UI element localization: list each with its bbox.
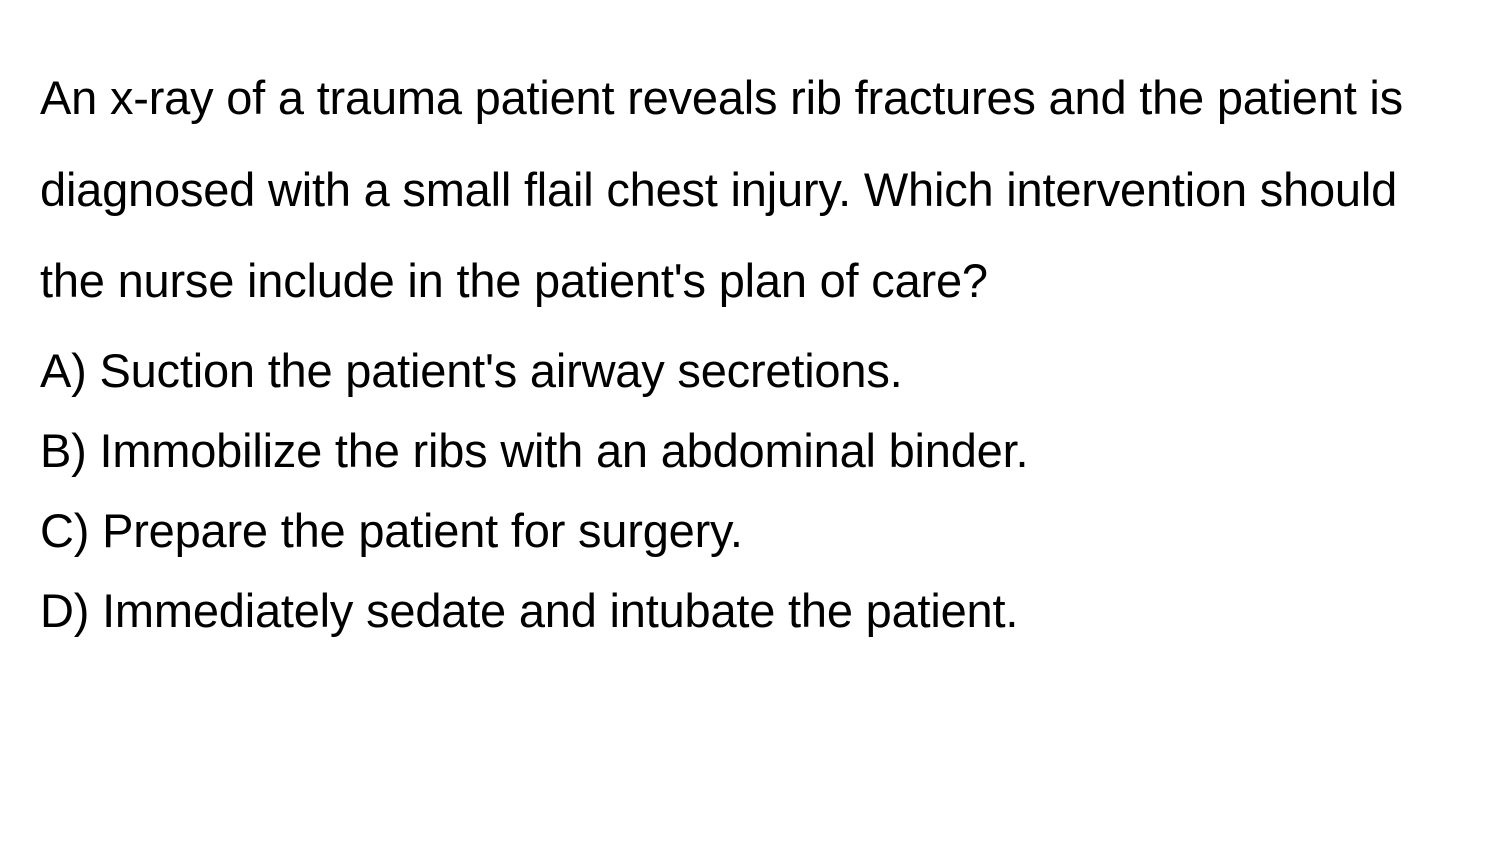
option-d: D) Immediately sedate and intubate the p… [40, 571, 1460, 651]
question-stem: An x-ray of a trauma patient reveals rib… [40, 52, 1460, 327]
option-b: B) Immobilize the ribs with an abdominal… [40, 411, 1460, 491]
option-b-letter: B [40, 424, 71, 477]
option-a-letter: A [40, 344, 71, 397]
option-a: A) Suction the patient's airway secretio… [40, 331, 1460, 411]
option-c-text: Prepare the patient for surgery. [102, 504, 743, 557]
option-d-letter: D [40, 584, 74, 637]
options-list: A) Suction the patient's airway secretio… [40, 331, 1460, 651]
option-c-letter: C [40, 504, 74, 557]
option-a-text: Suction the patient's airway secretions. [99, 344, 902, 397]
option-c: C) Prepare the patient for surgery. [40, 491, 1460, 571]
option-d-text: Immediately sedate and intubate the pati… [102, 584, 1018, 637]
question-container: An x-ray of a trauma patient reveals rib… [0, 0, 1500, 864]
option-b-text: Immobilize the ribs with an abdominal bi… [99, 424, 1028, 477]
